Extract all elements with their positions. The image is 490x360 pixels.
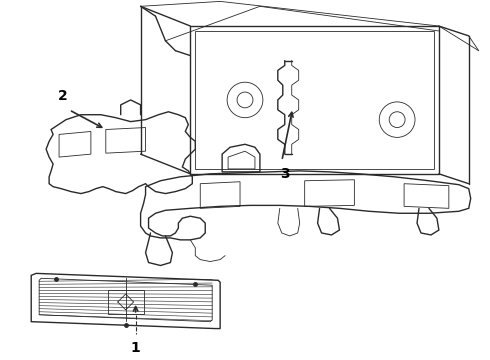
Text: 1: 1 [131, 341, 141, 355]
Text: 2: 2 [58, 89, 68, 103]
Text: 3: 3 [280, 167, 290, 181]
